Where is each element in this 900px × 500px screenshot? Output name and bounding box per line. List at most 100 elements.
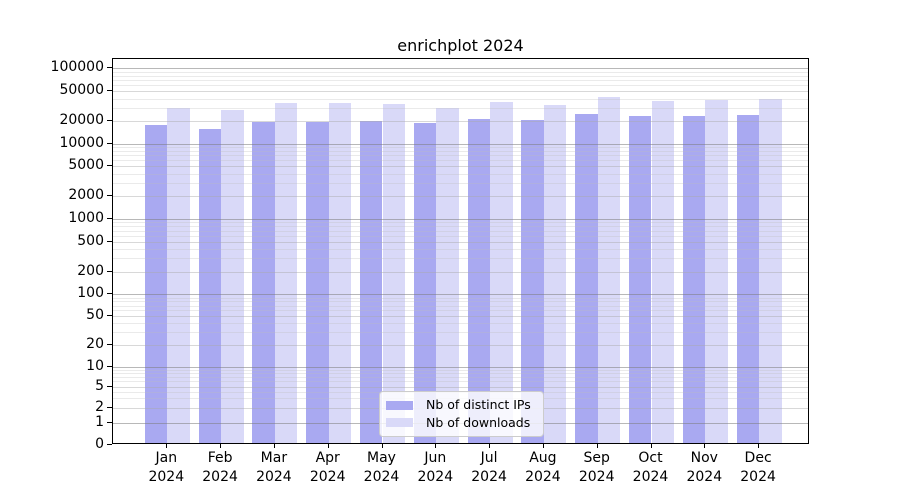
x-tick-mark bbox=[542, 444, 544, 448]
y-tick-label: 20 bbox=[86, 335, 104, 352]
x-tick-mark bbox=[327, 444, 329, 448]
bar-downloads-jul bbox=[490, 102, 513, 443]
x-tick-mark bbox=[273, 444, 275, 448]
x-tick-label-month: Oct bbox=[638, 450, 663, 466]
x-tick-label-month: Feb bbox=[207, 450, 233, 466]
y-tick-label: 2000 bbox=[68, 187, 104, 204]
x-tick-label-year: 2024 bbox=[686, 469, 723, 485]
minor-gridline bbox=[113, 226, 808, 228]
y-tick-label: 10 bbox=[86, 357, 104, 374]
major-gridline bbox=[113, 271, 808, 273]
y-tick-mark bbox=[107, 343, 112, 345]
minor-gridline bbox=[113, 310, 808, 312]
major-gridline bbox=[113, 91, 808, 93]
minor-gridline bbox=[113, 155, 808, 157]
major-gridline bbox=[113, 143, 808, 145]
major-gridline bbox=[113, 218, 808, 220]
minor-gridline bbox=[113, 373, 808, 375]
x-tick-label: Sep 2024 bbox=[567, 449, 627, 487]
bar-downloads-jan bbox=[167, 108, 190, 443]
minor-gridline bbox=[113, 376, 808, 378]
major-gridline bbox=[113, 68, 808, 70]
y-tick-label: 200 bbox=[77, 262, 104, 279]
y-tick-mark bbox=[107, 90, 112, 92]
x-tick-label-year: 2024 bbox=[740, 469, 776, 485]
y-tick-mark bbox=[107, 195, 112, 197]
bar-distinct-ips-jan bbox=[144, 125, 168, 443]
bar-distinct-ips-dec bbox=[736, 115, 760, 443]
y-tick-mark bbox=[107, 293, 112, 295]
minor-gridline bbox=[113, 323, 808, 325]
legend-label-downloads: Nb of downloads bbox=[426, 414, 531, 430]
minor-gridline bbox=[113, 381, 808, 383]
y-tick-label: 5 bbox=[95, 377, 104, 394]
x-tick-label-year: 2024 bbox=[525, 469, 561, 485]
y-tick-mark bbox=[107, 142, 112, 144]
legend-item-distinct-ips: Nb of distinct IPs bbox=[386, 398, 543, 412]
y-tick-mark bbox=[107, 67, 112, 69]
x-tick-label-month: Aug bbox=[529, 450, 557, 466]
bar-downloads-mar bbox=[274, 102, 298, 443]
x-tick-label-year: 2024 bbox=[256, 469, 292, 485]
bar-downloads-nov bbox=[705, 100, 728, 443]
chart-title: enrichplot 2024 bbox=[397, 36, 524, 55]
minor-gridline bbox=[113, 305, 808, 307]
y-tick-label: 50000 bbox=[59, 82, 104, 99]
y-tick-mark bbox=[107, 165, 112, 167]
x-tick-label-month: Mar bbox=[260, 450, 288, 466]
legend-swatch-distinct-ips bbox=[386, 400, 413, 410]
bar-downloads-feb bbox=[221, 110, 244, 443]
bar-downloads-dec bbox=[759, 99, 782, 443]
x-tick-label: Apr 2024 bbox=[298, 449, 358, 487]
x-tick-mark bbox=[381, 444, 383, 448]
x-tick-label-month: Apr bbox=[315, 450, 340, 466]
x-tick-mark bbox=[435, 444, 437, 448]
bar-distinct-ips-sep bbox=[575, 113, 598, 443]
x-tick-label-year: 2024 bbox=[471, 469, 507, 485]
x-tick-label-month: May bbox=[367, 450, 396, 466]
major-gridline bbox=[113, 196, 808, 198]
bar-distinct-ips-aug bbox=[521, 120, 544, 443]
y-tick-mark bbox=[107, 443, 112, 445]
x-tick-mark bbox=[489, 444, 491, 448]
y-tick-mark bbox=[107, 365, 112, 367]
x-tick-mark bbox=[758, 444, 760, 448]
legend-swatch-downloads bbox=[386, 418, 413, 428]
minor-gridline bbox=[113, 369, 808, 371]
bar-downloads-sep bbox=[597, 96, 621, 443]
y-tick-label: 5000 bbox=[68, 157, 104, 174]
bar-downloads-aug bbox=[543, 104, 567, 443]
x-tick-label-year: 2024 bbox=[417, 469, 454, 485]
y-tick-mark bbox=[107, 240, 112, 242]
minor-gridline bbox=[113, 301, 808, 303]
x-tick-label: Jan 2024 bbox=[136, 449, 196, 487]
x-tick-label-month: Sep bbox=[583, 450, 610, 466]
x-tick-label-year: 2024 bbox=[363, 469, 400, 485]
major-gridline bbox=[113, 120, 808, 122]
legend-item-downloads: Nb of downloads bbox=[386, 414, 543, 430]
x-tick-label-month: Jul bbox=[480, 450, 498, 466]
major-gridline bbox=[113, 386, 808, 388]
major-gridline bbox=[113, 294, 808, 296]
y-tick-label: 100 bbox=[77, 285, 104, 302]
minor-gridline bbox=[113, 146, 808, 148]
x-tick-label: Jun 2024 bbox=[405, 449, 465, 487]
bar-distinct-ips-apr bbox=[306, 122, 329, 443]
plot-area bbox=[112, 58, 809, 444]
y-tick-label: 0 bbox=[95, 435, 104, 452]
minor-gridline bbox=[113, 98, 808, 100]
bar-downloads-oct bbox=[651, 101, 675, 443]
x-tick-label: Aug 2024 bbox=[513, 449, 573, 487]
minor-gridline bbox=[113, 235, 808, 237]
major-gridline bbox=[113, 166, 808, 168]
minor-gridline bbox=[113, 160, 808, 162]
minor-gridline bbox=[113, 222, 808, 224]
x-tick-label: Feb 2024 bbox=[190, 449, 250, 487]
major-gridline bbox=[113, 344, 808, 346]
y-tick-label: 100000 bbox=[50, 59, 104, 76]
x-tick-label-year: 2024 bbox=[578, 469, 615, 485]
minor-gridline bbox=[113, 297, 808, 299]
y-tick-mark bbox=[107, 270, 112, 272]
x-tick-label-year: 2024 bbox=[202, 469, 238, 485]
